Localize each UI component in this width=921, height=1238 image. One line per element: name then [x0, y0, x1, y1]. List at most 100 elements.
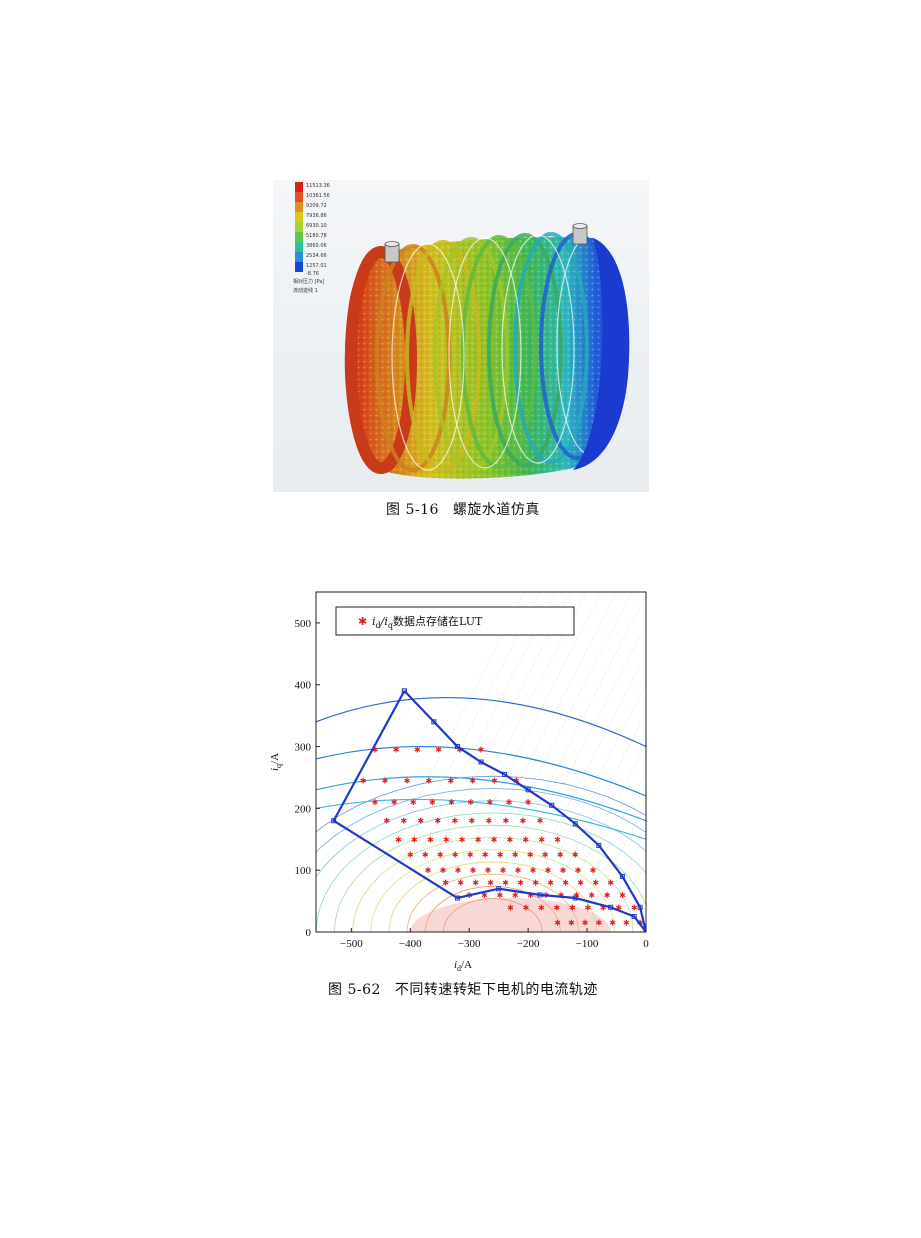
lut-point: ✱	[469, 777, 476, 786]
plot-frame	[315, 591, 647, 933]
lut-point: ✱	[360, 777, 367, 786]
y-tick-label: 400	[295, 680, 312, 692]
contour-line	[334, 824, 646, 932]
lut-point: ✱	[558, 891, 565, 900]
figure1-caption-text: 螺旋水道仿真	[452, 502, 540, 518]
lut-point: ✱	[584, 903, 591, 912]
lut-point: ✱	[372, 798, 379, 807]
lut-point: ✱	[425, 866, 432, 875]
lut-point: ✱	[410, 798, 417, 807]
boundary-trajectory	[332, 690, 646, 932]
lut-point: ✱	[582, 919, 589, 928]
figure2-caption: 图 5-62 不同转速转矩下电机的电流轨迹	[328, 979, 598, 999]
legend-value: 1257.01	[306, 263, 327, 269]
lut-point: ✱	[515, 866, 522, 875]
lut-point: ✱	[538, 903, 545, 912]
lut-point: ✱	[527, 851, 534, 860]
figure2-caption-number: 图 5-62	[328, 982, 381, 998]
grid-trace	[635, 861, 646, 883]
boundary-point	[619, 873, 625, 879]
current-region	[410, 898, 611, 932]
lut-point: ✱	[455, 866, 462, 875]
contour-line	[316, 800, 646, 878]
lut-point: ✱	[427, 835, 434, 844]
lut-point: ✱	[487, 879, 494, 888]
lut-point: ✱	[568, 919, 575, 928]
grid-trace	[589, 772, 646, 883]
lut-point: ✱	[442, 879, 449, 888]
x-tick-label: −500	[340, 938, 363, 950]
y-tick-label: 500	[295, 618, 312, 630]
lut-point: ✱	[588, 891, 595, 900]
lut-point: ✱	[422, 851, 429, 860]
grid-trace	[651, 586, 658, 883]
lut-point: ✱	[478, 746, 485, 755]
torque-curve	[316, 776, 646, 822]
lut-point: ✱	[609, 919, 616, 928]
lut-point: ✱	[452, 851, 459, 860]
contour-line	[316, 788, 646, 853]
lut-point: ✱	[520, 817, 527, 826]
y-tick-label: 100	[295, 865, 312, 877]
lut-point: ✱	[451, 817, 458, 826]
legend-marker: ✱	[358, 615, 367, 628]
lut-point: ✱	[481, 891, 488, 900]
lut-point: ✱	[615, 903, 622, 912]
chart-legend: ✱ id/iq数据点存储在LUT	[335, 606, 575, 636]
legend-label: 相对压力 [Pa]	[293, 278, 324, 285]
lut-point: ✱	[475, 835, 482, 844]
lut-point: ✱	[383, 817, 390, 826]
legend-text: id/iq数据点存储在LUT	[372, 614, 483, 630]
lut-point: ✱	[547, 879, 554, 888]
grid-trace	[573, 742, 646, 883]
lut-point: ✱	[486, 798, 493, 807]
x-tick-label: 0	[643, 938, 649, 950]
torque-curve	[316, 745, 646, 797]
lut-point: ✱	[429, 798, 436, 807]
lut-point: ✱	[491, 835, 498, 844]
lut-point: ✱	[572, 851, 579, 860]
lut-point: ✱	[512, 891, 519, 900]
lut-point: ✱	[467, 798, 474, 807]
lut-point: ✱	[600, 903, 607, 912]
contour-line	[352, 836, 634, 932]
boundary-point	[537, 892, 543, 898]
helical-channel-simulation-image: 11513.36 10361.56 9209.72 7936.86 6930.1…	[273, 180, 649, 492]
legend-value: 9209.72	[306, 203, 327, 209]
lut-point: ✱	[631, 903, 638, 912]
lut-point: ✱	[569, 903, 576, 912]
lut-point: ✱	[577, 879, 584, 888]
legend-value: 3860.06	[306, 243, 327, 249]
boundary-point	[496, 886, 502, 892]
boundary-point	[454, 895, 460, 901]
lut-point: ✱	[560, 866, 567, 875]
lut-point: ✱	[434, 817, 441, 826]
lut-point: ✱	[407, 851, 414, 860]
lut-point: ✱	[592, 879, 599, 888]
legend-value: 2534.66	[306, 253, 327, 259]
x-axis-label: id/A	[454, 959, 472, 973]
lut-point: ✱	[562, 879, 569, 888]
lut-point: ✱	[393, 746, 400, 755]
grid-trace	[604, 802, 646, 883]
lut-point: ✱	[459, 835, 466, 844]
boundary-point	[572, 821, 578, 827]
boundary-point	[549, 802, 555, 808]
lut-point: ✱	[623, 919, 630, 928]
lut-point: ✱	[525, 798, 532, 807]
boundary-point	[401, 688, 407, 694]
lut-point: ✱	[447, 777, 454, 786]
x-tick-label: −200	[517, 938, 540, 950]
lut-point: ✱	[482, 851, 489, 860]
lut-point: ✱	[485, 866, 492, 875]
lut-point: ✱	[411, 835, 418, 844]
lut-point: ✱	[537, 817, 544, 826]
boundary-point	[454, 744, 460, 750]
helical-cylinder	[344, 223, 630, 479]
x-tick-label: −300	[458, 938, 481, 950]
lut-point: ✱	[512, 851, 519, 860]
legend-value: 11513.36	[306, 183, 330, 189]
lut-point: ✱	[443, 835, 450, 844]
x-tick-label: −100	[576, 938, 599, 950]
boundary-point	[431, 719, 437, 725]
